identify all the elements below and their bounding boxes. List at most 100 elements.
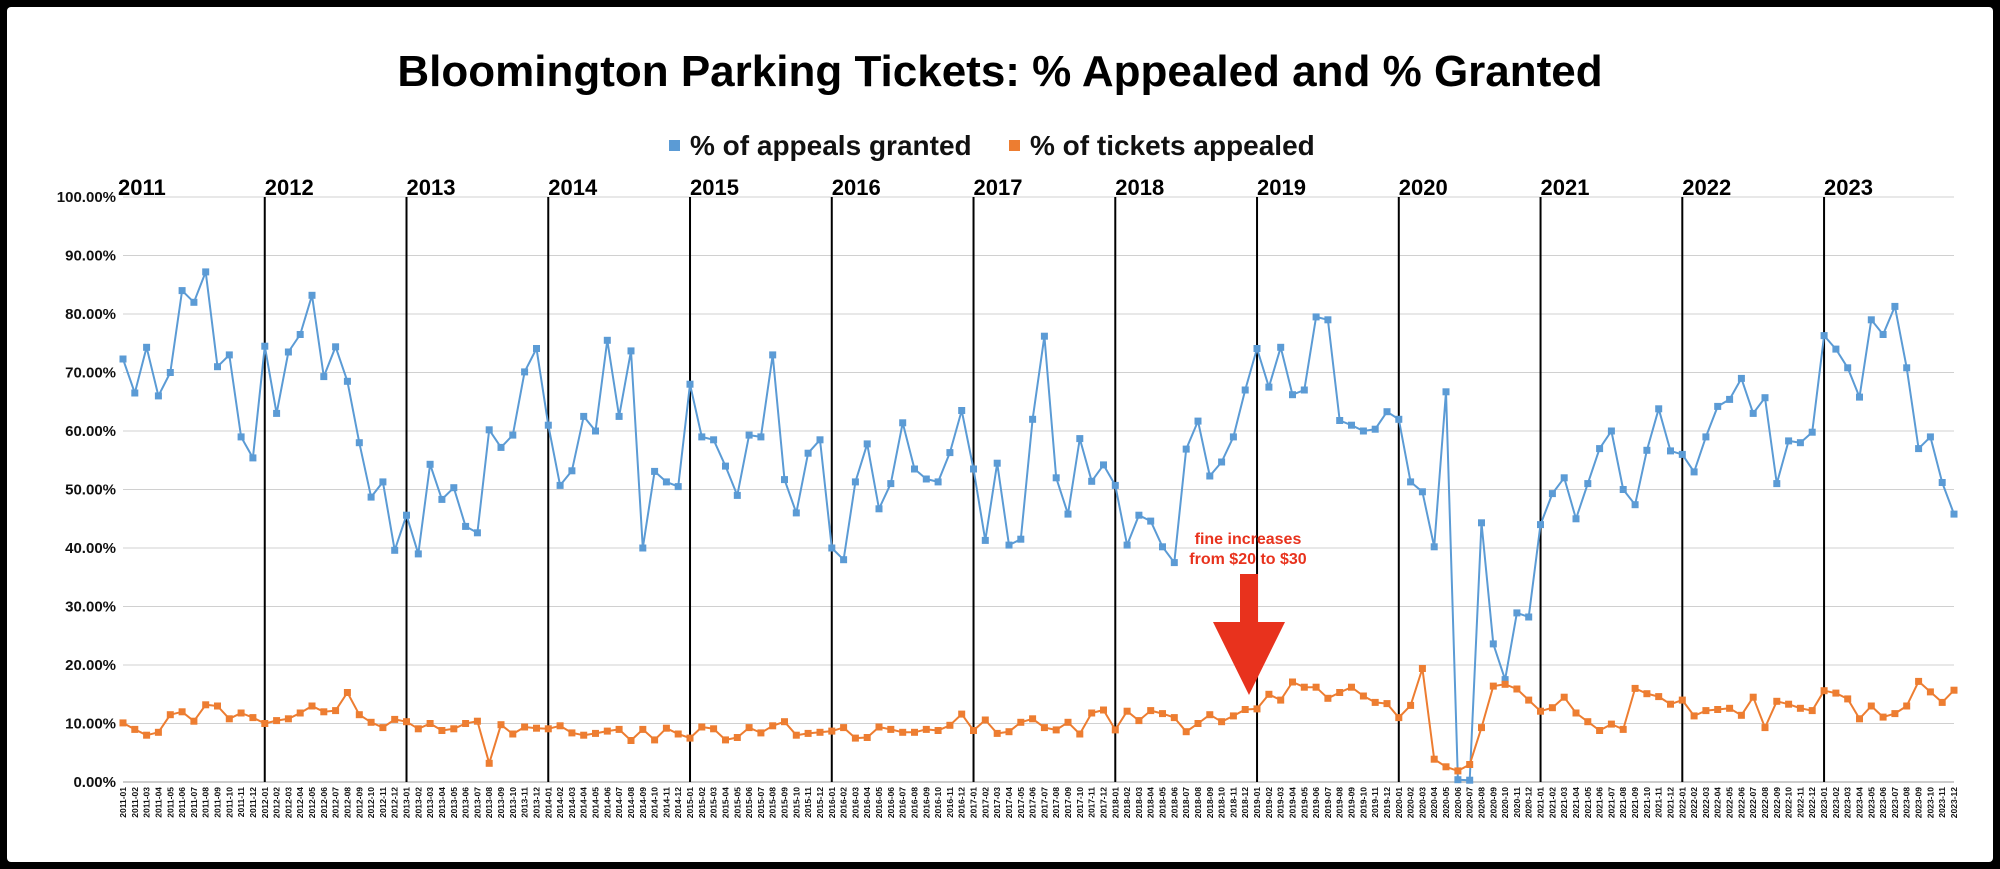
data-point [131, 389, 139, 397]
data-point [1194, 720, 1202, 727]
data-point [1761, 724, 1769, 732]
x-tick-label: 2012-04 [295, 787, 305, 818]
data-point [840, 556, 848, 564]
data-point [1454, 776, 1462, 784]
data-point [946, 449, 954, 457]
year-label: 2016 [832, 175, 881, 200]
data-point [722, 736, 729, 744]
data-point [804, 449, 812, 457]
year-label: 2013 [407, 175, 456, 200]
data-point [710, 725, 718, 733]
annotation-line-1: fine increases [1195, 531, 1302, 548]
data-point [1548, 490, 1556, 498]
data-point [1643, 446, 1651, 454]
data-point [296, 709, 304, 717]
data-point [840, 724, 848, 732]
data-point [1596, 727, 1604, 734]
data-point [875, 723, 883, 731]
data-point [1584, 480, 1592, 488]
annotation-line-2: from $20 to $30 [1189, 551, 1306, 568]
x-tick-label: 2012-06 [319, 787, 329, 818]
data-point [379, 724, 387, 732]
x-tick-label: 2012-01 [260, 787, 270, 818]
data-point [343, 689, 351, 696]
data-point [1785, 437, 1793, 445]
y-tick-label: 50.00% [65, 482, 116, 499]
data-point [1879, 331, 1887, 338]
data-point [662, 724, 670, 732]
x-tick-label: 2022-10 [1784, 787, 1794, 818]
x-tick-label: 2018-03 [1134, 787, 1144, 818]
x-tick-label: 2013-04 [437, 787, 447, 818]
data-point [450, 484, 458, 492]
data-point [603, 336, 611, 344]
data-point [1170, 714, 1178, 722]
data-point [1548, 704, 1556, 712]
data-point [1123, 707, 1131, 715]
x-tick-label: 2022-12 [1807, 787, 1817, 818]
data-point [556, 722, 564, 730]
data-point [1277, 343, 1285, 351]
data-point [1206, 472, 1214, 480]
data-point [462, 522, 470, 530]
data-point [1336, 689, 1344, 696]
x-tick-label: 2022-01 [1677, 787, 1687, 818]
data-point [651, 467, 659, 475]
y-tick-label: 40.00% [65, 540, 116, 557]
x-tick-label: 2022-05 [1725, 787, 1735, 818]
x-tick-label: 2020-01 [1394, 787, 1404, 818]
year-label: 2018 [1115, 175, 1164, 200]
x-tick-label: 2016-01 [827, 787, 837, 818]
x-tick-label: 2011-07 [189, 787, 199, 818]
x-tick-label: 2020-10 [1500, 787, 1510, 818]
data-point [166, 711, 174, 719]
x-tick-label: 2021-03 [1559, 787, 1569, 818]
x-tick-label: 2012-11 [378, 787, 388, 818]
data-point [1596, 445, 1604, 453]
data-point [1714, 402, 1722, 410]
y-tick-label: 80.00% [65, 306, 116, 323]
data-point [710, 436, 718, 444]
data-point [403, 718, 410, 726]
data-point [1749, 409, 1757, 417]
data-point [851, 734, 859, 742]
x-tick-label: 2023-02 [1831, 787, 1841, 818]
data-point [450, 725, 458, 733]
data-point [1513, 685, 1521, 693]
data-point [296, 331, 304, 338]
x-tick-label: 2014-07 [614, 787, 624, 818]
x-tick-label: 2021-05 [1583, 787, 1593, 818]
x-tick-label: 2011-09 [213, 787, 223, 818]
data-point [119, 719, 127, 727]
y-tick-label: 90.00% [65, 248, 116, 265]
x-tick-label: 2012-05 [307, 787, 317, 818]
data-point [426, 460, 434, 468]
gridlines [123, 196, 1954, 783]
data-point [603, 727, 611, 735]
x-tick-label: 2013-03 [425, 787, 435, 818]
data-point [533, 724, 540, 732]
series-appealed [119, 665, 1958, 775]
data-point [1064, 718, 1072, 726]
data-point [1029, 715, 1037, 723]
data-point [828, 544, 836, 552]
legend: % of appeals granted % of tickets appeal… [669, 130, 1315, 161]
data-point [1076, 730, 1084, 738]
x-tick-label: 2016-12 [957, 787, 967, 818]
data-point [1300, 683, 1308, 691]
x-tick-label: 2018-06 [1169, 787, 1179, 818]
chart-frame: Bloomington Parking Tickets: % Appealed … [7, 7, 1993, 862]
data-point [863, 734, 871, 741]
data-point [1430, 755, 1438, 763]
data-point [1040, 724, 1048, 732]
x-tick-label: 2020-09 [1488, 787, 1498, 818]
data-point [1572, 709, 1580, 717]
data-point [1950, 510, 1958, 518]
legend-marker-appealed [1009, 140, 1020, 151]
data-point [1926, 688, 1934, 696]
x-tick-label: 2018-11 [1228, 787, 1238, 818]
data-point [1726, 704, 1734, 712]
x-tick-label: 2016-03 [850, 787, 860, 818]
x-tick-label: 2021-02 [1547, 787, 1557, 818]
data-point [485, 759, 493, 767]
